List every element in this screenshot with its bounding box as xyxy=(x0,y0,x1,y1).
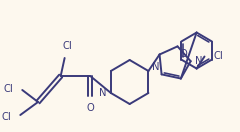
Text: Cl: Cl xyxy=(213,51,223,61)
Text: Cl: Cl xyxy=(4,84,13,94)
Text: N: N xyxy=(99,88,107,98)
Text: O: O xyxy=(180,49,187,59)
Text: N: N xyxy=(152,62,160,72)
Text: Cl: Cl xyxy=(2,112,12,122)
Text: O: O xyxy=(86,103,94,113)
Text: Cl: Cl xyxy=(63,41,72,51)
Text: N: N xyxy=(195,56,202,66)
